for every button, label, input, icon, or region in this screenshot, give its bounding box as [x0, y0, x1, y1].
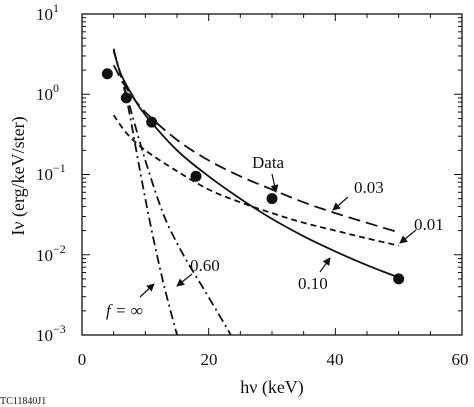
x-axis-label: hν (keV) — [240, 377, 304, 398]
y-axis-label: Iν (erg/keV/ster) — [8, 116, 29, 235]
x-tick-label: 0 — [78, 350, 87, 369]
x-tick-label: 20 — [201, 350, 218, 369]
curve-series — [112, 114, 399, 247]
y-tick-label: 101 — [36, 1, 59, 24]
annotation-data: Data — [252, 153, 285, 172]
annotation-0-10: 0.10 — [298, 274, 328, 293]
y-tick-label: 10−2 — [36, 242, 66, 265]
arrow-data — [270, 173, 279, 193]
arrow-0-01 — [399, 229, 417, 244]
annotations: Data 0.03 0.01 0.60 0.10 f = ∞ — [106, 153, 444, 320]
arrow-0-60 — [176, 273, 193, 287]
figure-id: TC11840J1 — [0, 396, 46, 407]
arrow-f-infinity — [139, 283, 155, 298]
arrow-0-10 — [319, 257, 331, 273]
data-point — [120, 92, 132, 104]
data-point — [146, 116, 158, 128]
data-points — [101, 68, 405, 285]
curve-series — [112, 64, 399, 234]
data-point — [266, 193, 278, 205]
y-tick-labels: 101 100 10−1 10−2 10−3 — [36, 1, 66, 345]
arrow-0-03 — [332, 196, 349, 211]
y-tick-label: 100 — [36, 81, 59, 104]
y-tick-label: 10−1 — [36, 161, 66, 184]
y-tick-label: 10−3 — [36, 322, 66, 345]
axis-ticks — [81, 13, 463, 336]
annotation-0-60: 0.60 — [190, 256, 220, 275]
data-point — [101, 68, 113, 80]
annotation-0-01: 0.01 — [414, 215, 444, 234]
data-point — [190, 170, 202, 182]
annotation-f-infinity: f = ∞ — [106, 301, 143, 320]
x-tick-label: 40 — [327, 350, 344, 369]
curve-series — [112, 48, 400, 279]
data-point — [393, 273, 405, 285]
x-tick-labels: 0 20 40 60 — [78, 350, 469, 369]
x-tick-label: 60 — [452, 350, 469, 369]
annotation-0-03: 0.03 — [354, 178, 384, 197]
